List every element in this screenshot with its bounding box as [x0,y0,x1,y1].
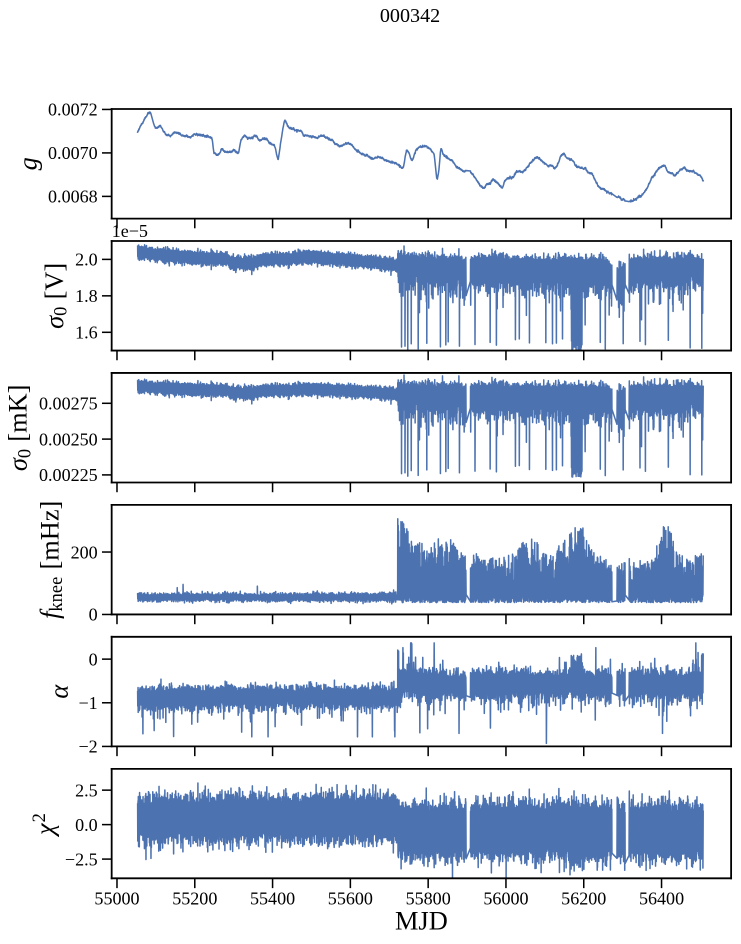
svg-text:0.00275: 0.00275 [39,394,98,414]
svg-text:−2: −2 [78,737,97,757]
svg-text:0.0072: 0.0072 [48,100,98,120]
svg-text:MJD: MJD [395,905,448,935]
svg-text:1.8: 1.8 [75,286,98,306]
svg-text:0: 0 [89,649,98,669]
svg-text:0.00250: 0.00250 [39,429,98,449]
svg-text:56200: 56200 [561,889,606,909]
svg-text:55000: 55000 [94,889,139,909]
svg-text:55600: 55600 [328,889,373,909]
svg-text:1e−5: 1e−5 [112,221,148,241]
svg-text:χ 2: χ 2 [29,813,59,838]
svg-text:200: 200 [71,542,98,562]
svg-text:σ 0 [: σ 0 [ m K ] [3,385,36,472]
svg-text:−1: −1 [78,693,97,713]
svg-text:2.5: 2.5 [75,780,98,800]
svg-text:0.0: 0.0 [75,815,98,835]
svg-text:f k n e: f k n e e [ m H z ] [34,501,67,619]
svg-text:0.0070: 0.0070 [48,143,98,163]
svg-text:0: 0 [89,605,98,625]
svg-text:−2.5: −2.5 [65,849,98,869]
svg-text:0.00225: 0.00225 [39,465,98,485]
svg-text:2.0: 2.0 [75,250,98,270]
svg-text:55200: 55200 [172,889,217,909]
svg-text:000342: 000342 [380,5,440,27]
svg-text:0.0068: 0.0068 [48,187,98,207]
svg-text:1.6: 1.6 [75,323,98,343]
svg-text:56400: 56400 [639,889,684,909]
svg-text:55400: 55400 [250,889,295,909]
svg-text:55800: 55800 [406,889,451,909]
svg-text:g: g [13,157,43,170]
svg-text:α: α [43,684,73,699]
svg-text:56000: 56000 [483,889,528,909]
svg-text:σ 0 [: σ 0 [ V ] [39,263,72,329]
